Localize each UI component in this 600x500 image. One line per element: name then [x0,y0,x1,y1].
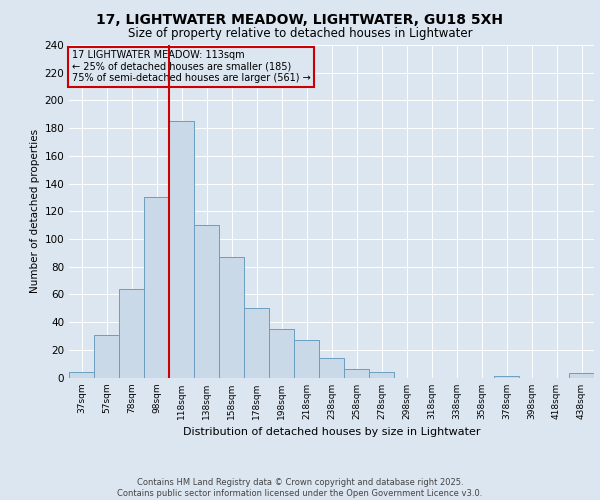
Bar [369,372,394,378]
Text: 17 LIGHTWATER MEADOW: 113sqm
← 25% of detached houses are smaller (185)
75% of s: 17 LIGHTWATER MEADOW: 113sqm ← 25% of de… [71,50,310,83]
Bar [219,257,244,378]
Bar [194,225,219,378]
Bar [294,340,319,378]
Text: Size of property relative to detached houses in Lightwater: Size of property relative to detached ho… [128,28,472,40]
Bar [344,369,369,378]
Bar [94,334,119,378]
Text: 17, LIGHTWATER MEADOW, LIGHTWATER, GU18 5XH: 17, LIGHTWATER MEADOW, LIGHTWATER, GU18 … [97,12,503,26]
Bar [269,329,294,378]
Bar [69,372,94,378]
X-axis label: Distribution of detached houses by size in Lightwater: Distribution of detached houses by size … [183,427,480,437]
Bar [569,374,594,378]
Bar [169,121,194,378]
Y-axis label: Number of detached properties: Number of detached properties [30,129,40,294]
Bar [119,289,144,378]
Bar [319,358,344,378]
Text: Contains HM Land Registry data © Crown copyright and database right 2025.
Contai: Contains HM Land Registry data © Crown c… [118,478,482,498]
Bar [244,308,269,378]
Bar [494,376,519,378]
Bar [144,198,169,378]
